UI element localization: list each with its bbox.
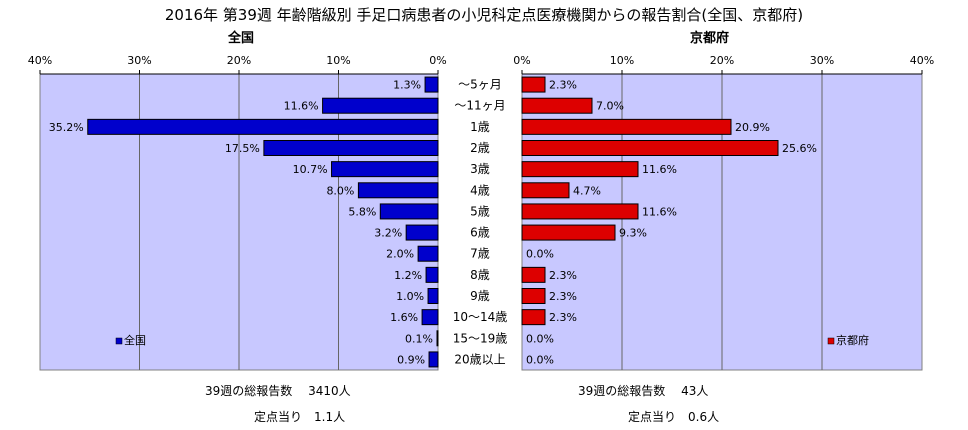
age-category-label: 2歳 <box>470 141 490 155</box>
national-legend-label: 全国 <box>124 333 146 347</box>
kyoto-tick-label: 40% <box>910 54 934 67</box>
national-bar <box>427 288 439 304</box>
national-data-label: 1.0% <box>396 290 424 303</box>
national-data-label: 1.2% <box>394 269 422 282</box>
national-data-label: 1.6% <box>390 311 418 324</box>
kyoto-data-label: 2.3% <box>549 79 577 92</box>
national-total-reports: 39週の総報告数 3410人 <box>205 384 351 398</box>
national-bar <box>87 118 439 135</box>
kyoto-data-label: 0.0% <box>526 332 554 345</box>
kyoto-bar <box>521 309 546 326</box>
national-bar <box>405 224 439 241</box>
kyoto-data-label: 11.6% <box>642 205 677 218</box>
national-data-label: 2.0% <box>386 248 414 261</box>
national-data-label: 1.3% <box>393 79 421 92</box>
national-data-label: 8.0% <box>326 184 354 197</box>
age-category-label: 4歳 <box>470 183 490 197</box>
kyoto-legend-label: 京都府 <box>836 333 869 347</box>
age-category-label: 〜5ヶ月 <box>458 78 502 92</box>
national-legend-swatch <box>115 337 123 345</box>
national-bar <box>379 203 439 220</box>
kyoto-total-reports: 39週の総報告数 43人 <box>578 384 709 398</box>
kyoto-per-site: 定点当り 0.6人 <box>628 410 720 424</box>
kyoto-bar <box>521 203 639 220</box>
kyoto-tick-label: 20% <box>710 54 734 67</box>
age-category-label: 3歳 <box>470 162 490 176</box>
kyoto-bar <box>521 182 570 199</box>
age-category-label: 6歳 <box>470 226 490 240</box>
national-bar <box>436 330 439 347</box>
kyoto-data-label: 2.3% <box>549 269 577 282</box>
national-bar <box>424 76 439 93</box>
national-bar <box>322 97 439 114</box>
national-tick-label: 30% <box>127 54 151 67</box>
national-data-label: 3.2% <box>374 227 402 240</box>
kyoto-tick-label: 30% <box>810 54 834 67</box>
national-bar <box>421 309 439 326</box>
kyoto-data-label: 4.7% <box>573 184 601 197</box>
kyoto-bar <box>521 140 779 156</box>
national-tick-label: 10% <box>326 54 350 67</box>
national-bar <box>425 266 439 283</box>
kyoto-data-label: 0.0% <box>526 248 554 261</box>
kyoto-panel-label: 京都府 <box>690 31 730 46</box>
kyoto-data-label: 9.3% <box>619 227 647 240</box>
national-per-site: 定点当り 1.1人 <box>254 410 346 424</box>
kyoto-bar <box>521 97 593 114</box>
kyoto-data-label: 11.6% <box>642 163 677 176</box>
kyoto-bar <box>521 288 546 304</box>
age-category-label: 15〜19歳 <box>453 331 508 345</box>
kyoto-bar <box>521 224 616 241</box>
age-category-label: 5歳 <box>470 204 490 218</box>
national-bar <box>428 351 439 368</box>
kyoto-tick-label: 10% <box>610 54 634 67</box>
age-category-label: 9歳 <box>470 289 490 303</box>
kyoto-bar <box>521 118 732 135</box>
national-tick-label: 40% <box>28 54 52 67</box>
kyoto-data-label: 25.6% <box>782 142 817 155</box>
national-data-label: 10.7% <box>293 163 328 176</box>
national-bar <box>417 245 439 262</box>
kyoto-data-label: 0.0% <box>526 353 554 366</box>
kyoto-legend-swatch <box>827 337 835 345</box>
kyoto-data-label: 20.9% <box>735 121 770 134</box>
age-category-label: 20歳以上 <box>454 352 505 366</box>
kyoto-bar <box>521 161 639 178</box>
national-tick-label: 20% <box>227 54 251 67</box>
kyoto-data-label: 7.0% <box>596 100 624 113</box>
kyoto-bar <box>521 266 546 283</box>
age-category-label: 〜11ヶ月 <box>454 99 505 113</box>
age-category-label: 1歳 <box>470 120 490 134</box>
age-category-label: 8歳 <box>470 268 490 282</box>
kyoto-data-label: 2.3% <box>549 311 577 324</box>
national-data-label: 5.8% <box>348 205 376 218</box>
national-data-label: 0.9% <box>397 353 425 366</box>
national-data-label: 11.6% <box>284 100 319 113</box>
national-tick-label: 0% <box>429 54 446 67</box>
kyoto-bar <box>521 76 546 93</box>
national-bar <box>331 161 439 178</box>
national-data-label: 35.2% <box>49 121 84 134</box>
national-bar <box>263 140 439 156</box>
chart-title: 2016年 第39週 年齢階級別 手足口病患者の小児科定点医療機関からの報告割合… <box>164 6 804 24</box>
kyoto-data-label: 2.3% <box>549 290 577 303</box>
national-panel-label: 全国 <box>228 31 255 46</box>
national-data-label: 17.5% <box>225 142 260 155</box>
age-category-label: 7歳 <box>470 247 490 261</box>
kyoto-tick-label: 0% <box>513 54 530 67</box>
national-data-label: 0.1% <box>405 332 433 345</box>
age-category-label: 10〜14歳 <box>453 310 508 324</box>
national-bar <box>357 182 439 199</box>
